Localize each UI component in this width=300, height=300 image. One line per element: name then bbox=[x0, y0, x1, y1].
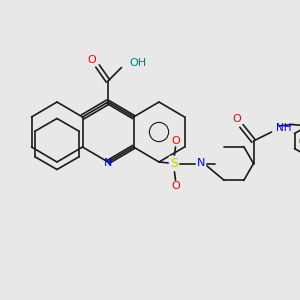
Text: NH: NH bbox=[276, 123, 292, 134]
Text: O: O bbox=[232, 114, 242, 124]
Text: S: S bbox=[170, 157, 178, 170]
Text: O: O bbox=[87, 55, 96, 65]
Text: N: N bbox=[197, 158, 205, 169]
Text: N: N bbox=[104, 158, 112, 169]
Text: O: O bbox=[171, 181, 180, 191]
Text: OH: OH bbox=[129, 58, 146, 68]
Text: O: O bbox=[171, 136, 180, 146]
